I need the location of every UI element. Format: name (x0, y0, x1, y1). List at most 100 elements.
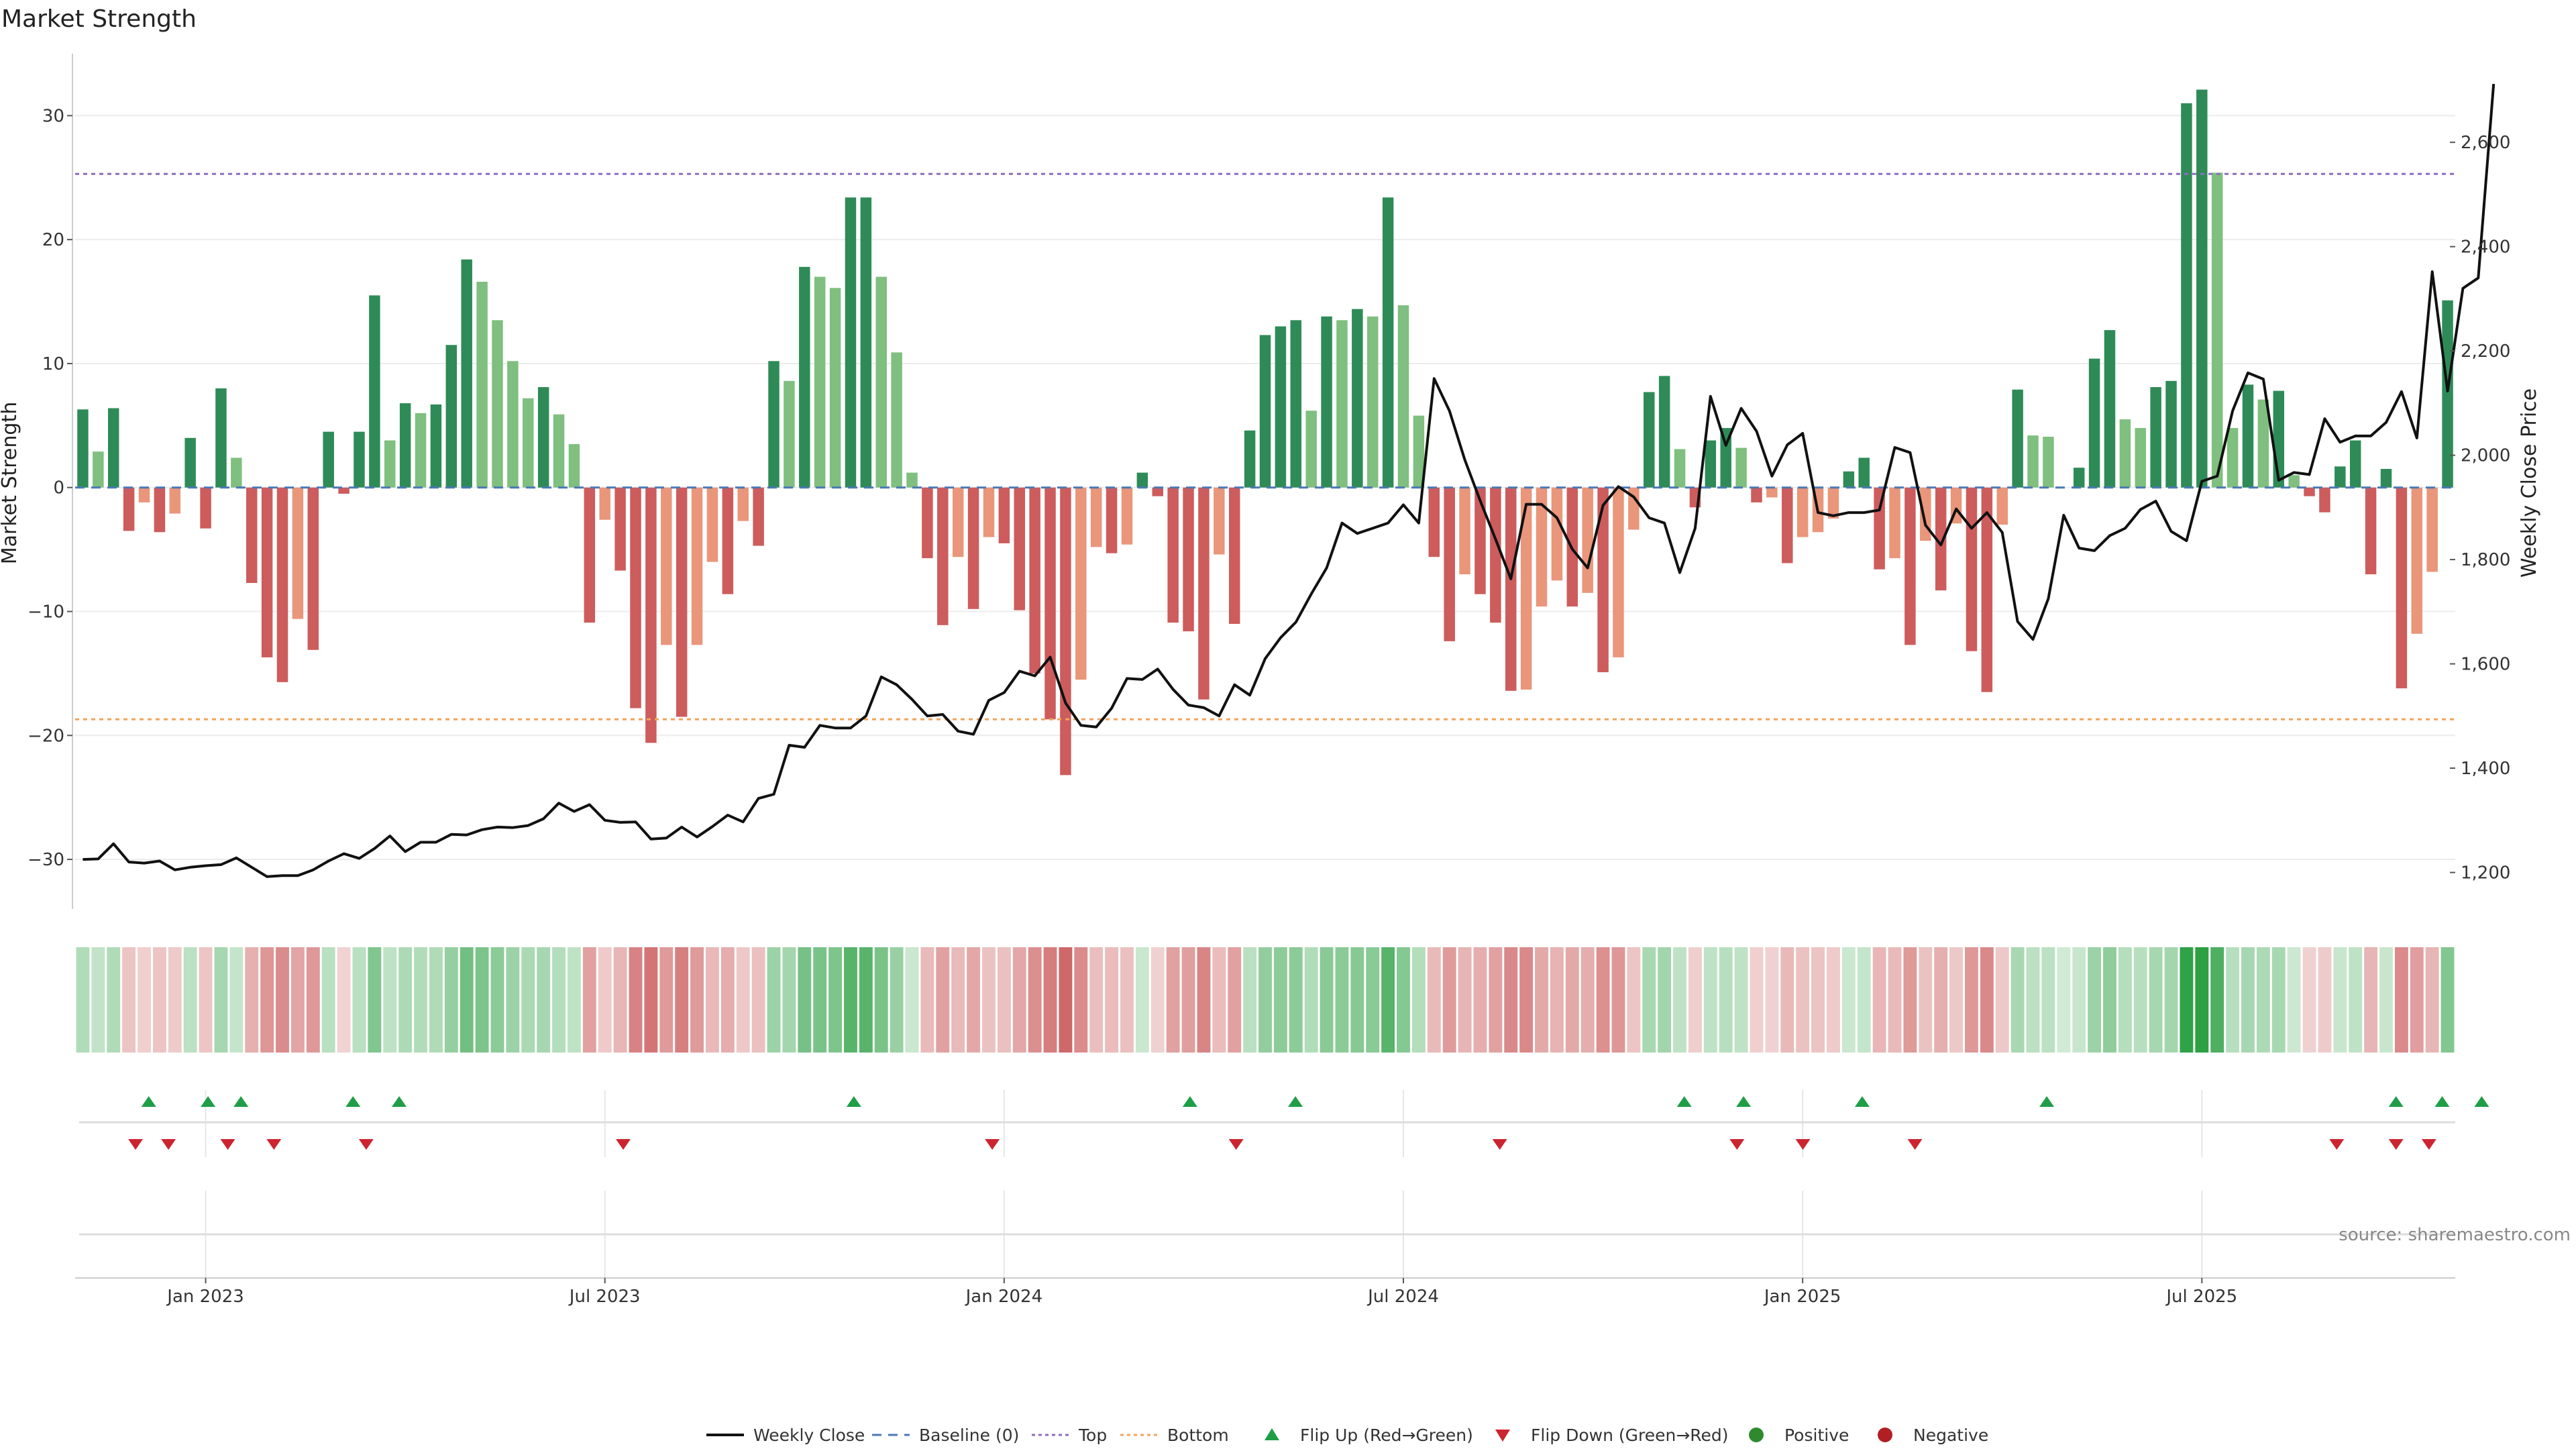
heat-cell (1841, 947, 1856, 1053)
negative-strength-bar (1183, 487, 1194, 632)
left-tick-label: −20 (28, 726, 64, 746)
positive-strength-bar (1735, 447, 1747, 488)
right-tick-label: 1,400 (2461, 759, 2510, 779)
positive-strength-bar (1321, 316, 1332, 488)
flip-down-marker (161, 1139, 176, 1150)
heat-cell (1995, 947, 2009, 1053)
negative-strength-bar (2426, 487, 2438, 572)
heat-cell (1366, 947, 1380, 1053)
positive-strength-bar (1382, 197, 1394, 488)
left-tick-label: −30 (28, 850, 64, 870)
heat-cell (337, 947, 351, 1053)
negative-strength-bar (276, 487, 288, 682)
heat-cell (460, 947, 474, 1053)
flip-up-marker (233, 1096, 249, 1107)
heat-cell (2379, 947, 2393, 1053)
heat-cell (1965, 947, 1978, 1053)
heat-cell (1611, 947, 1625, 1053)
flip-down-marker (2421, 1139, 2436, 1150)
positive-strength-bar (2027, 435, 2039, 488)
heat-cell (1289, 947, 1303, 1053)
negative-strength-bar (1075, 487, 1087, 680)
positive-strength-bar (461, 259, 472, 488)
heat-cell (152, 947, 166, 1053)
negative-strength-bar (1582, 487, 1593, 593)
heat-cell (1135, 947, 1149, 1053)
heat-cell (1089, 947, 1104, 1053)
flip-up-marker (1182, 1096, 1197, 1107)
heat-cell (690, 947, 704, 1053)
positive-strength-bar (1397, 305, 1409, 488)
positive-strength-bar (860, 197, 872, 488)
negative-strength-bar (1444, 487, 1455, 641)
negative-strength-bar (722, 487, 734, 594)
heat-cell (1243, 947, 1257, 1053)
legend-item: Flip Down (Green→Red) (1495, 1426, 1729, 1445)
heat-cell (613, 947, 627, 1053)
heat-cell (229, 947, 244, 1053)
positive-strength-bar (184, 437, 196, 488)
heat-cell (1565, 947, 1579, 1053)
negative-strength-bar (599, 487, 610, 520)
positive-strength-bar (476, 282, 488, 488)
x-tick-label: Jan 2023 (166, 1287, 244, 1307)
right-tick-label: 2,400 (2461, 237, 2510, 258)
negative-strength-bar (1167, 487, 1179, 623)
positive-strength-bar (2043, 436, 2054, 488)
heat-cell (1166, 947, 1180, 1053)
positive-strength-bar (1705, 440, 1717, 488)
negative-strength-bar (1966, 487, 1978, 651)
right-tick-label: 2,600 (2461, 133, 2510, 153)
flip-up-marker (345, 1096, 361, 1107)
heat-cell (1642, 947, 1656, 1053)
positive-strength-bar (215, 388, 227, 488)
negative-strength-bar (1121, 487, 1133, 545)
positive-strength-bar (906, 472, 918, 488)
heat-cell (874, 947, 888, 1053)
positive-strength-bar (2196, 89, 2208, 488)
negative-strength-bar (154, 487, 166, 533)
positive-strength-bar (829, 288, 841, 488)
heat-cell (2394, 947, 2408, 1053)
heat-cell (138, 947, 151, 1053)
right-tick-label: 1,200 (2461, 863, 2510, 883)
flip-down-marker (616, 1139, 631, 1150)
heat-cell (352, 947, 366, 1053)
positive-strength-bar (2073, 468, 2085, 488)
heat-cell (736, 947, 750, 1053)
negative-strength-bar (2319, 487, 2330, 513)
heat-cell (1427, 947, 1441, 1053)
x-tick-label: Jul 2024 (1366, 1287, 1439, 1307)
legend-label: Flip Up (Red→Green) (1300, 1426, 1473, 1445)
heat-cell (967, 947, 981, 1053)
heat-cell (168, 947, 182, 1053)
positive-strength-bar (2150, 387, 2161, 488)
positive-strength-bar (354, 431, 365, 488)
negative-strength-bar (1474, 487, 1486, 594)
right-tick-label: 1,600 (2461, 655, 2510, 675)
negative-strength-bar (2365, 487, 2377, 575)
positive-strength-bar (2288, 475, 2300, 488)
negative-strength-bar (753, 487, 764, 546)
heat-cell (2072, 947, 2086, 1053)
heat-cell (490, 947, 504, 1053)
positive-strength-bar (814, 276, 826, 488)
negative-strength-bar (1228, 487, 1240, 624)
positive-strength-bar (2088, 358, 2100, 488)
heat-cell (1826, 947, 1840, 1053)
heat-cell (1120, 947, 1134, 1053)
legend-item: Baseline (0) (872, 1426, 1019, 1445)
negative-strength-bar (1536, 487, 1548, 607)
negative-strength-bar (1597, 487, 1609, 673)
heat-cell (2057, 947, 2071, 1053)
heat-cell (1012, 947, 1026, 1053)
left-tick-label: 10 (42, 354, 64, 374)
heat-cell (1043, 947, 1057, 1053)
heat-cell (2226, 947, 2240, 1053)
positive-strength-bar (891, 352, 902, 488)
heat-cell (982, 947, 996, 1053)
heat-cell (2210, 947, 2224, 1053)
positive-strength-bar (568, 444, 580, 488)
heat-cell (1258, 947, 1272, 1053)
heat-cell (1181, 947, 1195, 1053)
